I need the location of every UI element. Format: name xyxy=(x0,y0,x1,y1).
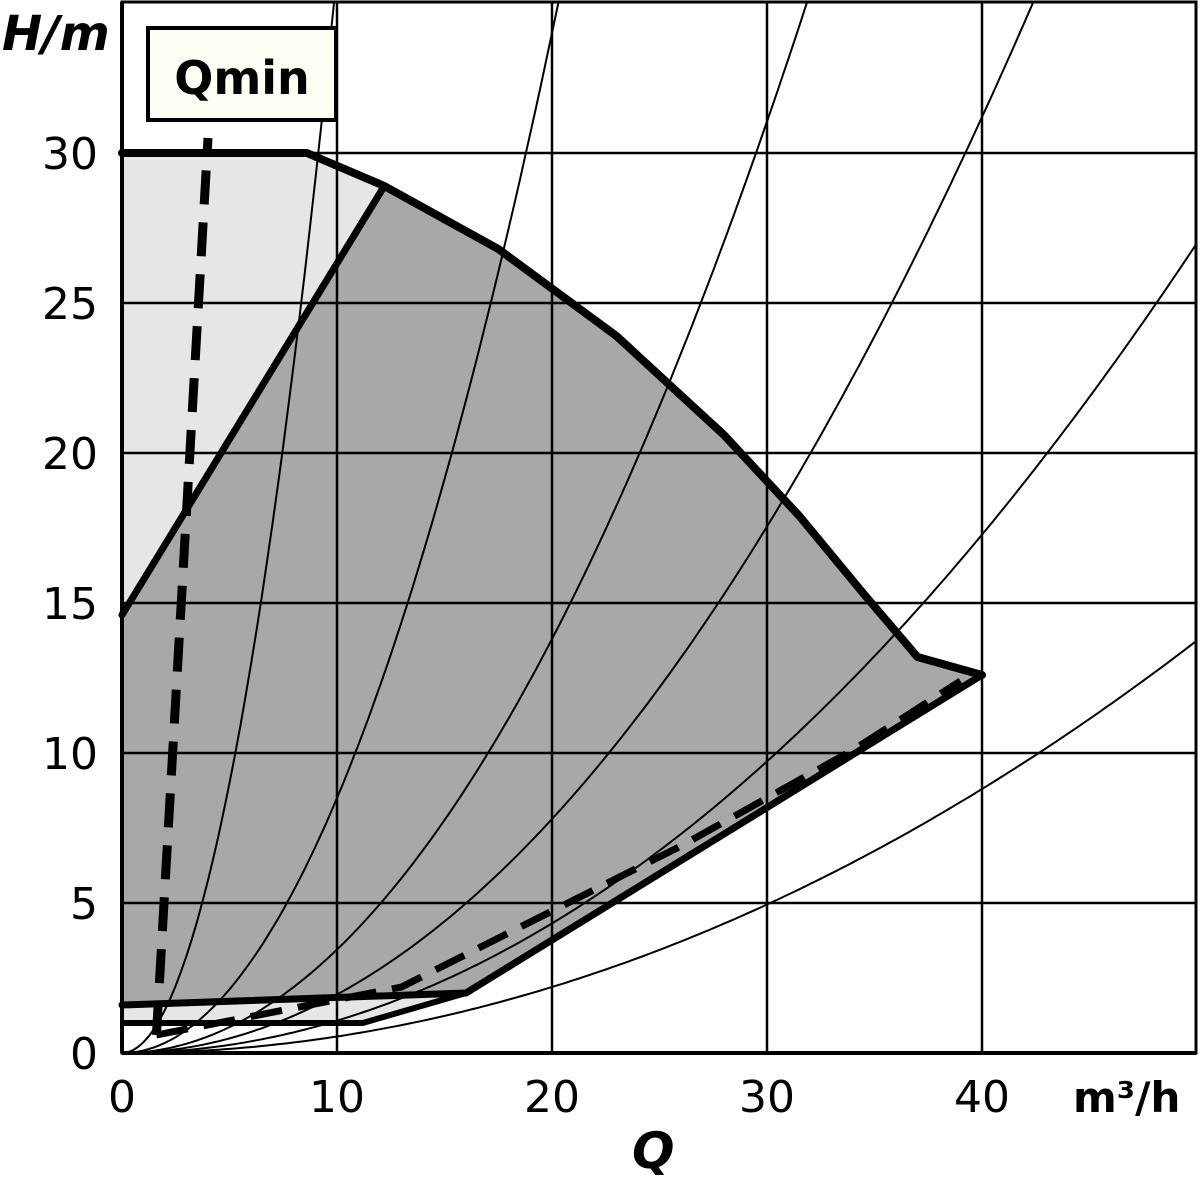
y-tick-label: 15 xyxy=(42,579,98,630)
y-tick-label: 20 xyxy=(42,429,98,480)
dashed-limit-line xyxy=(155,678,963,1039)
x-axis-label: Q xyxy=(632,1122,675,1178)
max-curve-line xyxy=(118,149,986,679)
x-tick-label: 10 xyxy=(309,1072,365,1123)
y-tick-label: 10 xyxy=(42,729,98,780)
system-curve xyxy=(122,242,1196,1053)
y-tick-labels: 0 5 10 15 20 25 30 xyxy=(42,129,98,1080)
x-tick-label: 0 xyxy=(108,1072,136,1123)
qmin-box xyxy=(146,26,338,122)
y-tick-label: 30 xyxy=(42,129,98,180)
qmin-label: Qmin xyxy=(174,51,310,105)
x-tick-labels: 0 10 20 30 40 xyxy=(108,1072,1010,1123)
qmin-dashed-line xyxy=(151,137,213,1036)
x-axis-unit: m³/h xyxy=(1073,1073,1180,1122)
left-limit-line xyxy=(118,182,388,619)
system-curve xyxy=(122,640,1196,1053)
y-tick-label: 0 xyxy=(70,1029,98,1080)
x-tick-label: 40 xyxy=(954,1072,1010,1123)
x-tick-label: 20 xyxy=(524,1072,580,1123)
y-axis-label: H/m xyxy=(2,6,110,62)
y-tick-label: 5 xyxy=(70,879,98,930)
y-tick-label: 25 xyxy=(42,279,98,330)
x-tick-label: 30 xyxy=(739,1072,795,1123)
min-curve-line xyxy=(122,990,467,1026)
